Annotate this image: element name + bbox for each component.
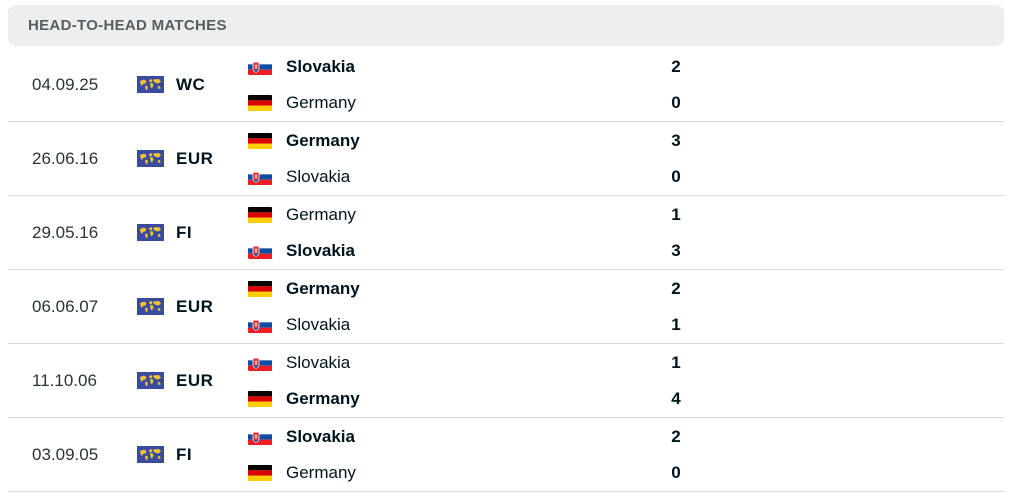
home-score: 1 — [671, 353, 681, 372]
match-date: 06.06.07 — [32, 297, 99, 316]
competition-code: FI — [176, 445, 193, 464]
match-list: 04.09.25 WC Slovakia Germany 2 0 26.06.1… — [8, 48, 1004, 492]
competition-code: EUR — [176, 371, 214, 390]
germany-flag-icon — [248, 465, 272, 481]
home-team-name: Germany — [286, 131, 360, 150]
home-score: 3 — [671, 131, 681, 150]
world-competition-icon — [137, 76, 164, 93]
home-team: Germany — [248, 271, 360, 307]
home-score: 1 — [671, 205, 681, 224]
away-team-name: Germany — [286, 463, 356, 482]
world-competition-icon — [137, 372, 164, 389]
section-title: HEAD-TO-HEAD MATCHES — [28, 17, 227, 34]
world-competition-icon — [137, 446, 164, 463]
slovakia-flag-icon — [248, 243, 272, 259]
slovakia-flag-icon — [248, 355, 272, 371]
competition-code: EUR — [176, 297, 214, 316]
germany-flag-icon — [248, 95, 272, 111]
match-date: 29.05.16 — [32, 223, 99, 242]
away-team-name: Germany — [286, 389, 360, 408]
away-score: 4 — [671, 389, 681, 408]
away-score: 1 — [671, 315, 681, 334]
home-team: Germany — [248, 197, 356, 233]
home-score: 2 — [671, 279, 681, 298]
home-team: Germany — [248, 123, 360, 159]
home-team-name: Slovakia — [286, 57, 355, 76]
away-team: Germany — [248, 85, 356, 121]
germany-flag-icon — [248, 281, 272, 297]
match-date: 11.10.06 — [32, 371, 97, 390]
home-team: Slovakia — [248, 49, 355, 85]
away-team: Germany — [248, 381, 360, 417]
away-team: Slovakia — [248, 307, 350, 343]
germany-flag-icon — [248, 133, 272, 149]
home-team: Slovakia — [248, 419, 355, 455]
match-row[interactable]: 04.09.25 WC Slovakia Germany 2 0 — [8, 48, 1004, 122]
match-row[interactable]: 26.06.16 EUR Germany Slovakia 3 0 — [8, 122, 1004, 196]
away-team-name: Slovakia — [286, 241, 355, 260]
match-row[interactable]: 06.06.07 EUR Germany Slovakia 2 1 — [8, 270, 1004, 344]
competition-code: EUR — [176, 149, 214, 168]
away-score: 0 — [671, 167, 681, 186]
germany-flag-icon — [248, 391, 272, 407]
home-score: 2 — [671, 57, 681, 76]
home-team: Slovakia — [248, 345, 350, 381]
home-team-name: Germany — [286, 205, 356, 224]
match-row[interactable]: 03.09.05 FI Slovakia Germany 2 0 — [8, 418, 1004, 492]
away-team-name: Germany — [286, 93, 356, 112]
germany-flag-icon — [248, 207, 272, 223]
match-date: 03.09.05 — [32, 445, 99, 464]
competition-code: FI — [176, 223, 193, 242]
home-team-name: Slovakia — [286, 427, 355, 446]
slovakia-flag-icon — [248, 429, 272, 445]
world-competition-icon — [137, 298, 164, 315]
home-team-name: Germany — [286, 279, 360, 298]
slovakia-flag-icon — [248, 169, 272, 185]
away-team: Germany — [248, 455, 356, 491]
world-competition-icon — [137, 224, 164, 241]
away-score: 3 — [671, 241, 681, 260]
match-row[interactable]: 29.05.16 FI Germany Slovakia 1 3 — [8, 196, 1004, 270]
slovakia-flag-icon — [248, 317, 272, 333]
away-team-name: Slovakia — [286, 315, 351, 334]
away-team-name: Slovakia — [286, 167, 351, 186]
away-team: Slovakia — [248, 233, 355, 269]
away-team: Slovakia — [248, 159, 350, 195]
home-score: 2 — [671, 427, 681, 446]
competition-code: WC — [176, 75, 206, 94]
home-team-name: Slovakia — [286, 353, 351, 372]
h2h-section-header: HEAD-TO-HEAD MATCHES — [8, 5, 1004, 46]
match-row[interactable]: 11.10.06 EUR Slovakia Germany 1 4 — [8, 344, 1004, 418]
away-score: 0 — [671, 93, 681, 112]
slovakia-flag-icon — [248, 59, 272, 75]
world-competition-icon — [137, 150, 164, 167]
match-date: 26.06.16 — [32, 149, 99, 168]
away-score: 0 — [671, 463, 681, 482]
match-date: 04.09.25 — [32, 75, 99, 94]
